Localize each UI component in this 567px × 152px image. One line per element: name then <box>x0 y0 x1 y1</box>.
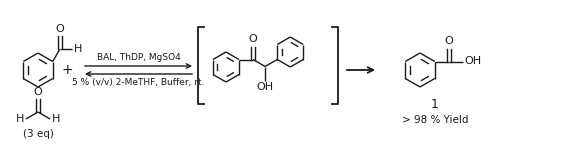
Text: > 98 % Yield: > 98 % Yield <box>402 115 468 125</box>
Text: 1: 1 <box>431 97 439 111</box>
Text: (3 eq): (3 eq) <box>23 129 53 139</box>
Text: H: H <box>52 114 61 124</box>
Text: O: O <box>445 36 453 47</box>
Text: OH: OH <box>256 83 274 93</box>
Text: O: O <box>56 24 64 34</box>
Text: O: O <box>33 87 43 97</box>
Text: H: H <box>74 44 82 54</box>
Text: H: H <box>15 114 24 124</box>
Text: +: + <box>61 63 73 77</box>
Text: BAL, ThDP, MgSO4: BAL, ThDP, MgSO4 <box>96 53 180 62</box>
Text: O: O <box>248 35 257 45</box>
Text: OH: OH <box>465 57 482 67</box>
Text: 5 % (v/v) 2-MeTHF, Buffer, rt.: 5 % (v/v) 2-MeTHF, Buffer, rt. <box>72 78 205 87</box>
